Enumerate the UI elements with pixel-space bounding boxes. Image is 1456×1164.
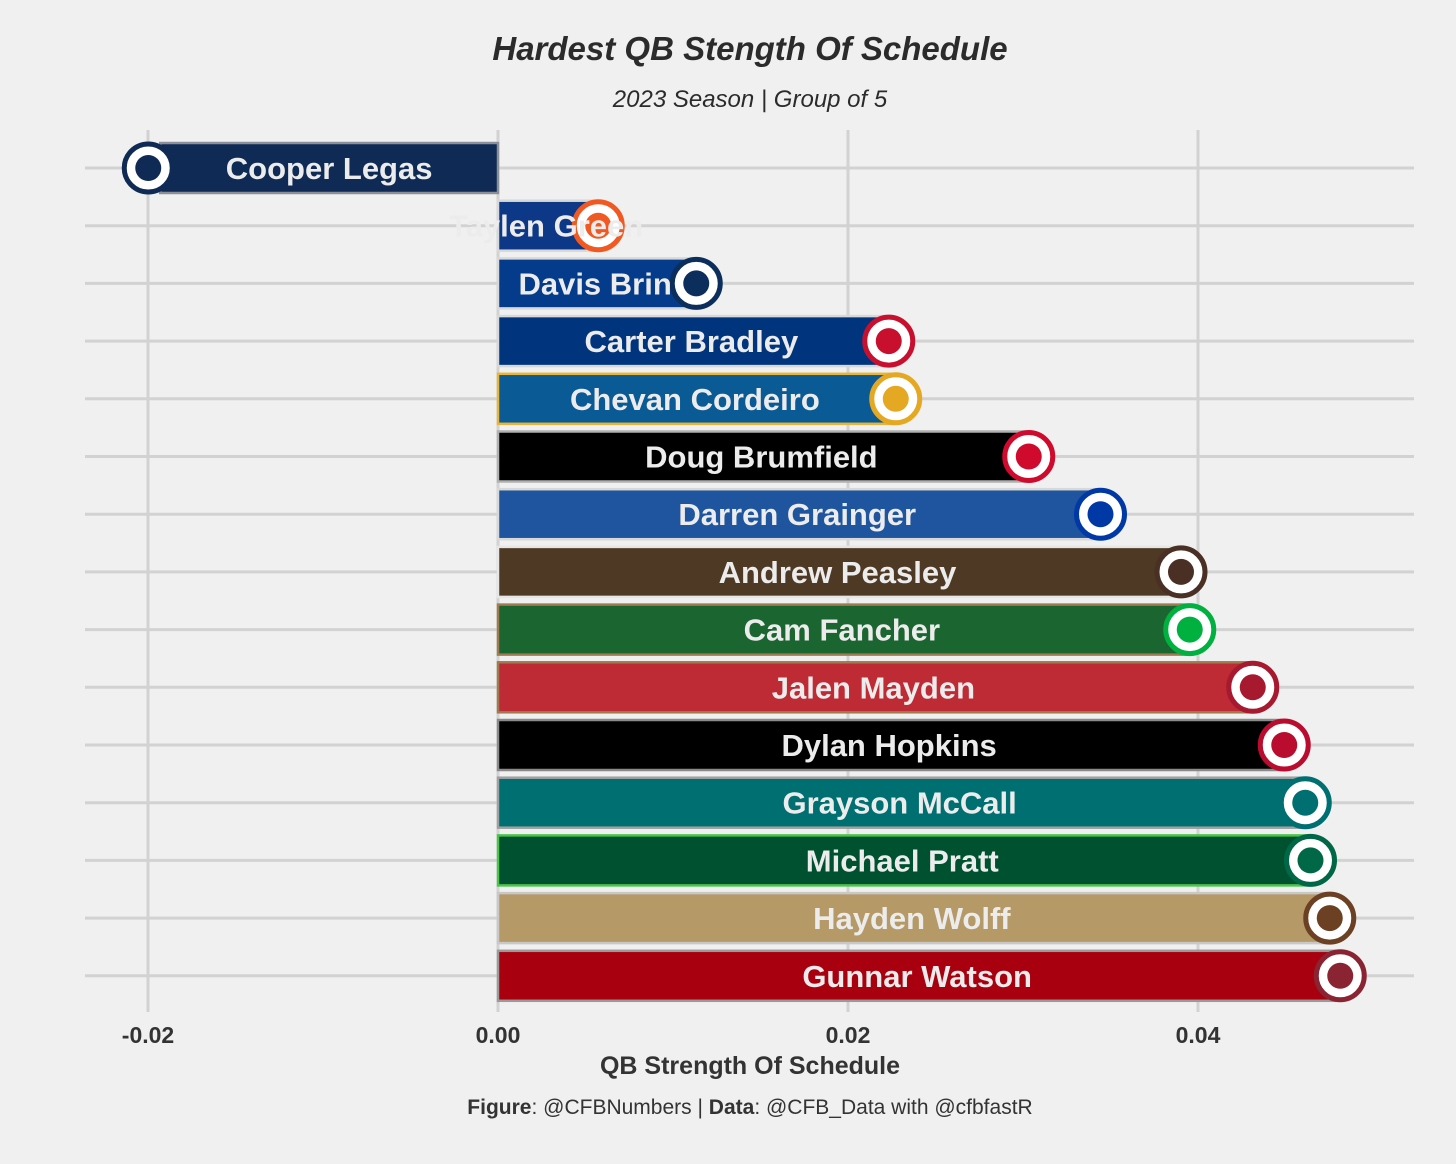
x-tick-label: 0.02	[826, 1022, 871, 1048]
south-alabama-logo-icon	[862, 314, 916, 368]
caption-figure-label: Figure	[467, 1096, 532, 1119]
bar	[496, 949, 1338, 1003]
san-jose-state-logo-icon	[869, 372, 923, 426]
bar-label: Andrew Peasley	[719, 555, 958, 590]
bar-chart: -0.02 0.00 0.02 0.04 Cooper Legas Taylen Gree…	[85, 130, 1414, 1048]
utah-state-logo-icon	[121, 141, 175, 195]
bar-label: Grayson McCall	[782, 786, 1016, 821]
bar	[496, 718, 1282, 772]
bar	[496, 487, 1098, 541]
coastal-carolina-logo-icon	[1278, 776, 1332, 830]
x-tick-label: 0.04	[1176, 1022, 1221, 1048]
bar-label: Darren Grainger	[678, 497, 916, 532]
tulane-logo-icon	[1284, 833, 1337, 887]
bar-label: Davis Brin	[518, 266, 671, 301]
troy-logo-icon	[1313, 949, 1367, 1003]
x-axis-label: QB Strength Of Schedule	[599, 1052, 901, 1080]
chart-title: Hardest QB Stength Of Schedule	[492, 30, 1008, 67]
wyoming-logo-icon	[1154, 545, 1208, 599]
chart-subtitle: 2023 Season | Group of 5	[612, 86, 888, 113]
bar	[496, 545, 1179, 599]
x-tick-label: -0.02	[122, 1022, 174, 1048]
georgia-southern-logo-icon	[669, 256, 723, 310]
bar	[496, 430, 1026, 483]
unlv-logo-icon	[1002, 430, 1056, 483]
bar-label: Carter Bradley	[585, 324, 799, 359]
san-diego-state-logo-icon	[1226, 660, 1280, 714]
x-tick-label: 0.00	[476, 1022, 521, 1048]
bar-label: Hayden Wolff	[813, 901, 1011, 936]
bar	[496, 891, 1327, 945]
caption-figure-value: : @CFBNumbers |	[531, 1096, 709, 1119]
bar-label: Michael Pratt	[806, 843, 999, 878]
bar	[496, 372, 893, 426]
bar	[496, 834, 1308, 887]
bar-label: Jalen Mayden	[772, 670, 975, 705]
bar-label: Cam Fancher	[744, 613, 940, 648]
bar-label: Doug Brumfield	[645, 440, 878, 475]
bar-label: Cooper Legas	[226, 151, 433, 186]
bar-label: Gunnar Watson	[802, 959, 1032, 994]
marshall-logo-icon	[1163, 603, 1217, 657]
bar	[159, 141, 500, 195]
new-mexico-logo-icon	[1257, 718, 1311, 772]
bar-label: Dylan Hopkins	[781, 728, 996, 763]
chart-caption: Figure: @CFBNumbers | Data: @CFB_Data wi…	[0, 1096, 1456, 1120]
bar-label: Taylen Green	[449, 209, 643, 244]
georgia-state-logo-icon	[1074, 487, 1127, 541]
caption-data-value: : @CFB_Data with @cfbfastR	[754, 1096, 1033, 1119]
bar-label: Chevan Cordeiro	[570, 382, 820, 417]
western-michigan-logo-icon	[1303, 891, 1357, 945]
boise-state-logo-icon	[571, 199, 625, 253]
caption-data-label: Data	[708, 1096, 755, 1119]
